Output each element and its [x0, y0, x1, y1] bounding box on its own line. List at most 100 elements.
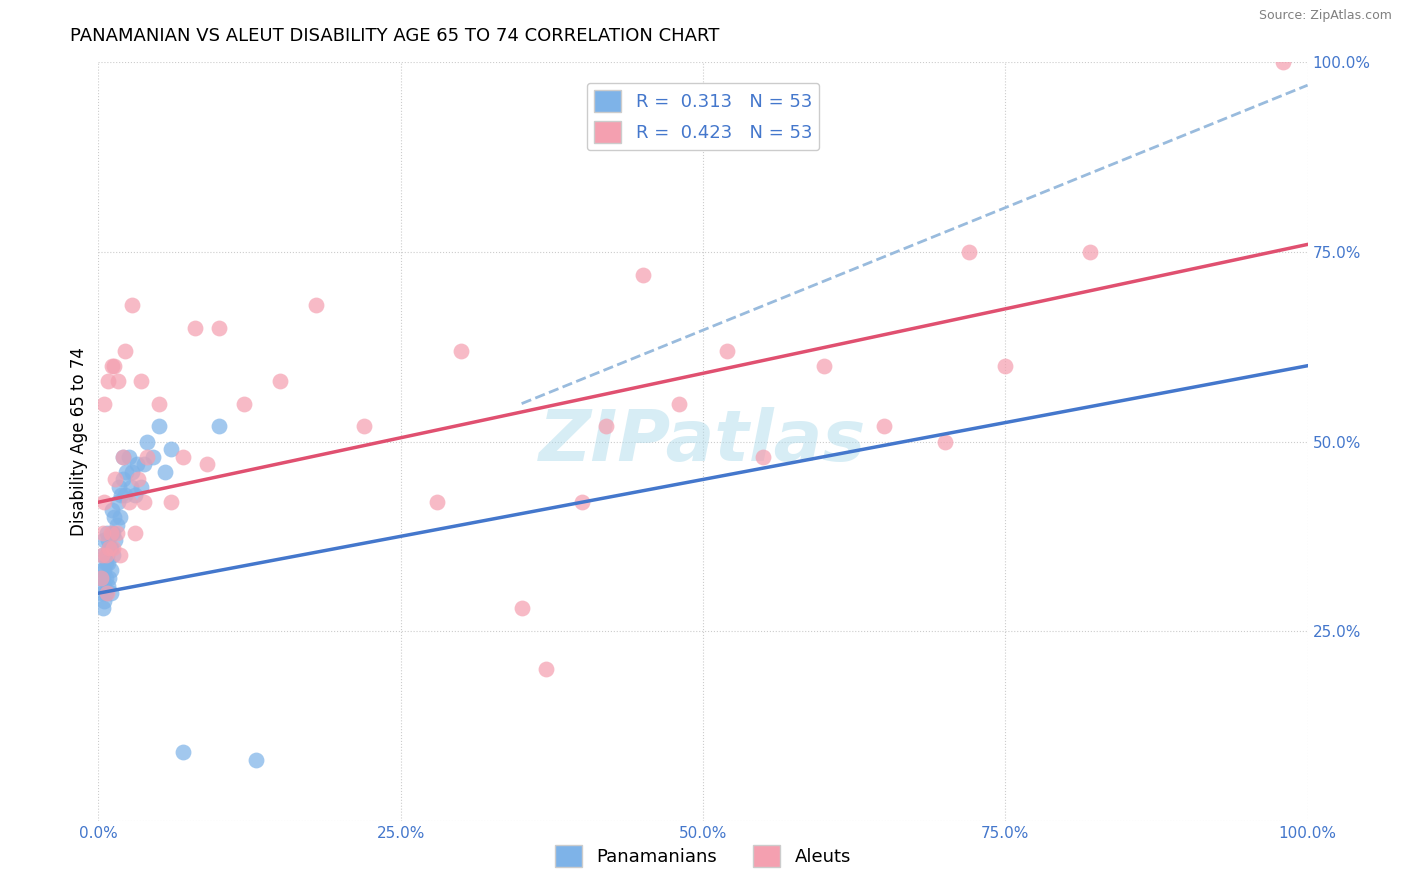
Point	[184, 320, 207, 334]
Point	[813, 359, 835, 373]
Point	[111, 450, 134, 464]
Point	[104, 473, 127, 487]
Point	[120, 480, 142, 494]
Point	[101, 525, 124, 540]
Point	[118, 450, 141, 464]
Point	[208, 419, 231, 434]
Point	[129, 374, 152, 388]
Point	[98, 571, 121, 585]
Point	[160, 442, 183, 457]
Point	[245, 753, 267, 767]
Point	[90, 571, 112, 585]
Point	[100, 586, 122, 600]
Point	[93, 533, 115, 548]
Point	[668, 396, 690, 410]
Point	[450, 343, 472, 358]
Point	[100, 525, 122, 540]
Point	[631, 268, 654, 282]
Point	[114, 487, 136, 501]
Point	[93, 579, 115, 593]
Point	[426, 495, 449, 509]
Point	[595, 419, 617, 434]
Point	[104, 533, 127, 548]
Point	[118, 495, 141, 509]
Point	[752, 450, 775, 464]
Point	[172, 450, 194, 464]
Point	[91, 601, 114, 615]
Y-axis label: Disability Age 65 to 74: Disability Age 65 to 74	[70, 347, 89, 536]
Point	[96, 548, 118, 563]
Point	[93, 564, 115, 578]
Point	[994, 359, 1017, 373]
Point	[101, 541, 124, 555]
Point	[172, 746, 194, 760]
Point	[135, 450, 157, 464]
Point	[142, 450, 165, 464]
Point	[716, 343, 738, 358]
Point	[127, 458, 149, 472]
Point	[114, 343, 136, 358]
Point	[1078, 244, 1101, 259]
Point	[98, 541, 121, 555]
Point	[353, 419, 375, 434]
Point	[94, 571, 117, 585]
Point	[100, 564, 122, 578]
Point	[134, 458, 156, 472]
Point	[93, 396, 115, 410]
Legend: R =  0.313   N = 53, R =  0.423   N = 53: R = 0.313 N = 53, R = 0.423 N = 53	[586, 83, 820, 151]
Point	[94, 548, 117, 563]
Point	[94, 556, 117, 570]
Point	[91, 564, 114, 578]
Point	[160, 495, 183, 509]
Point	[96, 525, 118, 540]
Point	[93, 594, 115, 608]
Point	[108, 510, 131, 524]
Point	[108, 480, 131, 494]
Point	[91, 571, 114, 585]
Point	[97, 374, 120, 388]
Point	[91, 525, 114, 540]
Text: PANAMANIAN VS ALEUT DISABILITY AGE 65 TO 74 CORRELATION CHART: PANAMANIAN VS ALEUT DISABILITY AGE 65 TO…	[70, 27, 720, 45]
Point	[91, 586, 114, 600]
Point	[571, 495, 593, 509]
Point	[148, 419, 170, 434]
Text: Source: ZipAtlas.com: Source: ZipAtlas.com	[1258, 9, 1392, 22]
Point	[103, 359, 125, 373]
Point	[148, 396, 170, 410]
Point	[129, 480, 152, 494]
Point	[111, 473, 134, 487]
Point	[934, 434, 956, 449]
Point	[111, 450, 134, 464]
Point	[93, 495, 115, 509]
Point	[134, 495, 156, 509]
Point	[208, 320, 231, 334]
Point	[105, 525, 128, 540]
Point	[97, 556, 120, 570]
Point	[153, 465, 176, 479]
Point	[100, 541, 122, 555]
Point	[115, 465, 138, 479]
Point	[103, 510, 125, 524]
Point	[100, 525, 122, 540]
Point	[124, 525, 146, 540]
Point	[97, 579, 120, 593]
Point	[90, 571, 112, 585]
Point	[121, 298, 143, 312]
Point	[100, 359, 122, 373]
Point	[97, 533, 120, 548]
Point	[127, 473, 149, 487]
Point	[108, 548, 131, 563]
Point	[105, 517, 128, 532]
Point	[91, 548, 114, 563]
Point	[124, 487, 146, 501]
Point	[957, 244, 980, 259]
Point	[96, 586, 118, 600]
Point	[269, 374, 291, 388]
Point	[195, 458, 218, 472]
Point	[1272, 55, 1295, 70]
Point	[107, 495, 129, 509]
Point	[121, 465, 143, 479]
Point	[873, 419, 896, 434]
Legend: Panamanians, Aleuts: Panamanians, Aleuts	[547, 838, 859, 874]
Point	[110, 487, 132, 501]
